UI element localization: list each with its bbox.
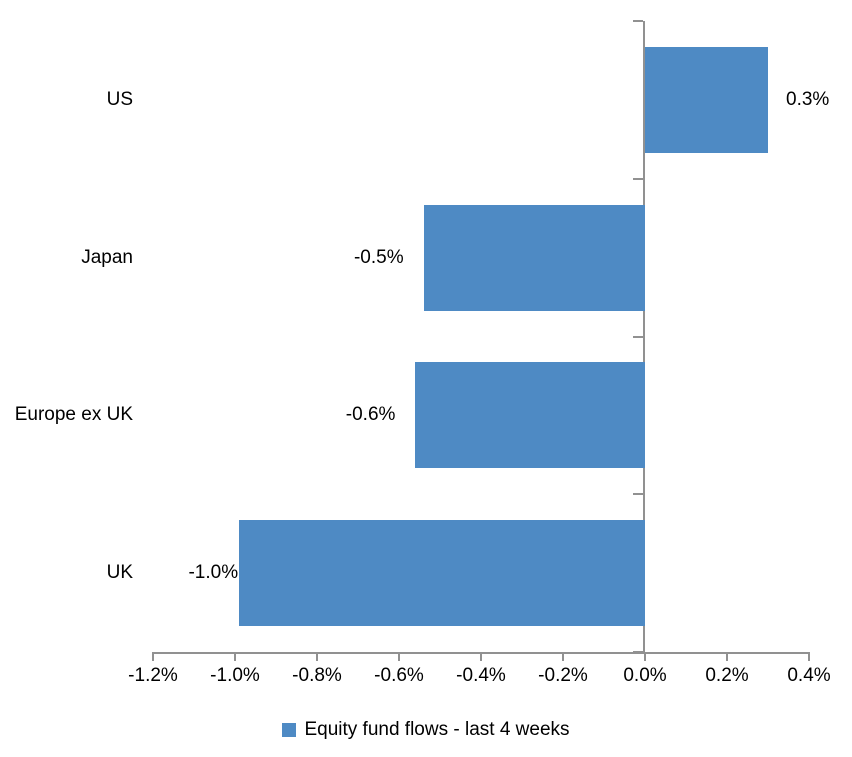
- x-axis-tick: [644, 654, 646, 661]
- x-tick-label: -1.2%: [128, 665, 178, 686]
- y-axis-tick: [633, 493, 643, 496]
- x-tick-label: -0.4%: [456, 665, 506, 686]
- bar-europe-ex-uk: [415, 362, 645, 469]
- category-label: Europe ex UK: [14, 404, 133, 426]
- legend: Equity fund flows - last 4 weeks: [0, 716, 852, 744]
- bar-us: [645, 46, 768, 153]
- x-tick-label: 0.2%: [705, 665, 749, 686]
- legend-label: Equity fund flows - last 4 weeks: [304, 719, 570, 740]
- category-label: Japan: [81, 246, 133, 268]
- data-label: 0.3%: [786, 88, 830, 110]
- bar-uk: [239, 520, 645, 627]
- x-axis-tick: [398, 654, 400, 661]
- y-axis-tick: [633, 20, 643, 22]
- zero-baseline: [643, 21, 645, 654]
- data-label: -0.6%: [345, 404, 396, 426]
- x-axis-tick: [808, 654, 810, 661]
- bar-japan: [423, 204, 645, 311]
- x-tick-label: -1.0%: [210, 665, 260, 686]
- x-axis-line: [152, 652, 810, 654]
- x-axis-tick: [234, 654, 236, 661]
- x-tick-label: 0.0%: [623, 665, 667, 686]
- data-label: -0.5%: [353, 246, 404, 268]
- x-tick-label: -0.8%: [292, 665, 342, 686]
- legend-marker-square-icon: [282, 723, 297, 737]
- category-label: US: [106, 88, 133, 110]
- x-tick-label: 0.4%: [787, 665, 831, 686]
- category-label: UK: [106, 562, 133, 584]
- x-axis-tick: [480, 654, 482, 661]
- y-axis-tick: [633, 177, 643, 180]
- y-axis-tick: [633, 335, 643, 338]
- data-label: -1.0%: [188, 562, 239, 584]
- x-axis-tick: [562, 654, 564, 661]
- x-axis-tick: [152, 654, 154, 661]
- x-axis-tick: [726, 654, 728, 661]
- y-axis-tick: [633, 651, 643, 653]
- x-axis-tick: [316, 654, 318, 661]
- x-tick-label: -0.2%: [538, 665, 588, 686]
- x-tick-label: -0.6%: [374, 665, 424, 686]
